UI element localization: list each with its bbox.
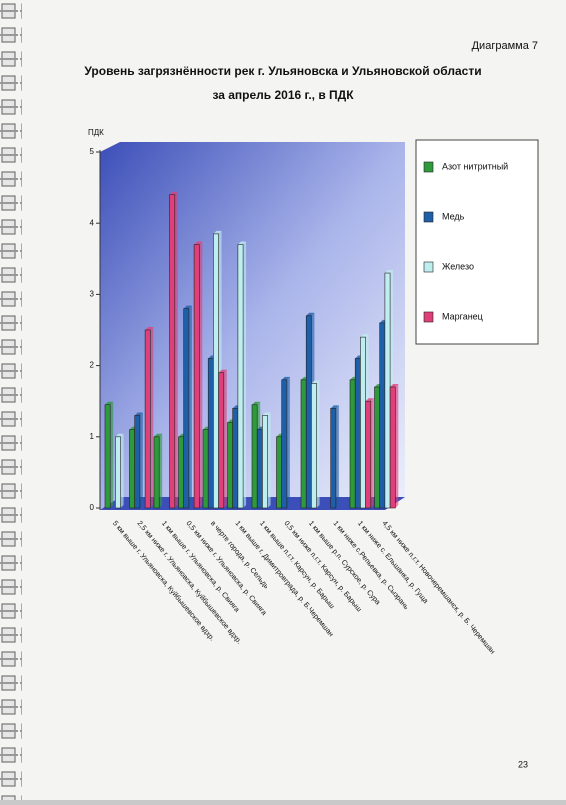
bar xyxy=(262,415,268,509)
bar-top xyxy=(134,412,143,416)
bar xyxy=(330,408,337,509)
bar xyxy=(251,404,258,509)
bar-top xyxy=(154,433,163,437)
bar-side xyxy=(150,327,154,508)
legend-swatch xyxy=(423,311,434,323)
y-tick-label: 2 xyxy=(90,361,95,370)
page-number: 23 xyxy=(518,759,528,769)
bar xyxy=(134,415,141,509)
bar xyxy=(193,244,200,509)
bar xyxy=(384,272,391,509)
y-tick-label: 1 xyxy=(90,432,95,441)
bar-side xyxy=(120,433,124,508)
bar-side xyxy=(174,191,178,508)
bar xyxy=(213,233,219,509)
bar xyxy=(144,329,151,509)
bar-top xyxy=(194,241,203,245)
bar-top xyxy=(213,230,222,234)
legend-label: Медь xyxy=(442,211,465,221)
y-tick-label: 3 xyxy=(90,290,95,299)
bar-top xyxy=(311,380,320,384)
y-axis-label: ПДК xyxy=(88,128,104,137)
bar xyxy=(349,379,356,509)
bar-top xyxy=(183,305,192,309)
bar xyxy=(276,436,282,509)
bar xyxy=(227,422,233,509)
bar-side xyxy=(243,241,247,508)
chart-subtitle: за апрель 2016 г., в ПДК xyxy=(212,88,354,102)
bar-side xyxy=(223,369,227,508)
bar xyxy=(374,386,380,509)
bar xyxy=(256,429,263,509)
bar-side xyxy=(316,380,320,508)
legend-label: Железо xyxy=(442,261,474,271)
bar-top xyxy=(218,369,227,373)
bar xyxy=(207,358,214,509)
bar xyxy=(153,436,160,509)
bar xyxy=(202,429,209,509)
bar xyxy=(129,429,135,509)
diagram-caption: Диаграмма 7 xyxy=(472,40,538,52)
bar xyxy=(178,436,184,509)
bar-top xyxy=(237,241,247,245)
bar xyxy=(300,379,307,509)
bar xyxy=(365,400,372,509)
y-tick-label: 0 xyxy=(90,503,95,512)
bar xyxy=(379,322,386,509)
bar-side xyxy=(335,405,339,508)
bar xyxy=(237,244,244,509)
bar-top xyxy=(384,270,394,274)
bar-top xyxy=(262,412,271,416)
y-tick-label: 5 xyxy=(90,147,95,156)
bar-side xyxy=(188,305,192,508)
bar xyxy=(104,404,111,509)
bar-side xyxy=(139,412,143,508)
bar-top xyxy=(169,191,178,195)
legend-label: Азот нитритный xyxy=(442,161,508,171)
bar-side xyxy=(159,433,163,508)
bar-top xyxy=(306,312,315,316)
legend-swatch xyxy=(423,211,434,223)
bar xyxy=(218,372,225,509)
bar xyxy=(115,436,121,509)
bar-top xyxy=(252,401,261,405)
bar-side xyxy=(110,401,114,508)
bar-top xyxy=(360,334,369,338)
legend-box xyxy=(415,139,539,345)
bar xyxy=(311,383,317,509)
bar-side xyxy=(370,398,374,508)
bar-top xyxy=(105,401,114,405)
bar-side xyxy=(286,376,290,508)
bar-top xyxy=(330,405,339,409)
bar xyxy=(305,315,312,509)
bar-top xyxy=(281,376,290,380)
legend-swatch xyxy=(423,161,434,173)
bar-side xyxy=(199,241,203,508)
bar-top xyxy=(365,398,374,402)
bar-side xyxy=(267,412,271,508)
legend-label: Марганец xyxy=(442,311,483,321)
bar xyxy=(232,408,239,509)
legend-swatch xyxy=(423,261,434,273)
bar xyxy=(169,194,176,509)
bar-side xyxy=(395,383,399,508)
bar xyxy=(183,308,190,509)
bar-top xyxy=(115,433,124,437)
bar xyxy=(360,336,366,509)
bar-top xyxy=(390,383,399,387)
bar xyxy=(389,386,396,509)
binding xyxy=(0,0,22,800)
bar-top xyxy=(145,327,154,330)
bar xyxy=(281,379,288,509)
bar xyxy=(354,358,361,509)
chart-title: Уровень загрязнённости рек г. Ульяновска… xyxy=(84,64,481,78)
y-tick-label: 4 xyxy=(90,218,95,227)
